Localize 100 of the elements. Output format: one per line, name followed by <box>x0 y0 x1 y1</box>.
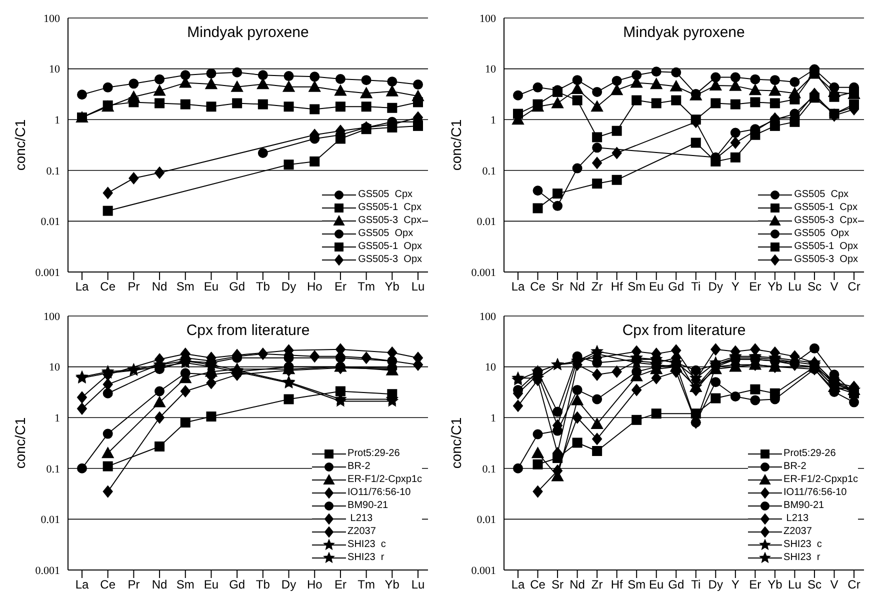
x-tick-label: Er <box>749 578 762 592</box>
x-tick-label: Ce <box>100 578 116 592</box>
x-tick-label: Pr <box>128 578 140 592</box>
x-tick-label: Gd <box>229 280 246 294</box>
y-axis-title: conc/C1 <box>448 417 464 469</box>
x-tick-label: Eu <box>204 280 219 294</box>
legend-label: SHI23 c <box>784 539 822 550</box>
y-axis-title: conc/C1 <box>12 417 28 469</box>
x-tick-label: Tm <box>358 578 375 592</box>
legend-label: GS505-1 Cpx <box>794 202 858 213</box>
x-tick-label: Tb <box>256 280 270 294</box>
legend-label: GS505-3 Cpx <box>358 215 422 226</box>
legend-label: IO11/76:56-10 <box>348 487 411 498</box>
x-tick-label: Er <box>334 280 346 294</box>
chart-title: Cpx from literature <box>185 322 311 339</box>
y-tick-label: 100 <box>44 310 60 323</box>
x-tick-label: Ho <box>306 280 323 294</box>
x-tick-label: Eu <box>649 280 664 294</box>
x-tick-label: La <box>75 578 89 592</box>
y-tick-label: 1 <box>490 412 496 425</box>
legend-label: GS505-1 Opx <box>794 241 858 252</box>
y-tick-label: 10 <box>49 64 60 76</box>
x-tick-label: Ti <box>691 578 701 592</box>
y-tick-label: 0.1 <box>482 463 496 476</box>
legend-label: GS505 Opx <box>794 228 850 239</box>
y-tick-label: 0.1 <box>46 165 60 178</box>
x-tick-label: Tm <box>358 280 375 294</box>
x-tick-label: La <box>75 280 89 294</box>
x-tick-label: Lu <box>411 280 425 294</box>
y-tick-label: 1 <box>54 412 60 425</box>
legend-label: SHI23 r <box>784 552 820 563</box>
legend-label: IO11/76:56-10 <box>784 487 847 498</box>
x-tick-label: Sm <box>176 280 194 294</box>
x-tick-label: Y <box>731 578 740 592</box>
x-tick-label: V <box>830 280 838 294</box>
x-tick-label: Lu <box>788 280 802 294</box>
x-tick-label: Zr <box>591 280 603 294</box>
x-tick-label: Eu <box>649 578 664 592</box>
x-tick-label: Sm <box>176 578 194 592</box>
x-tick-label: Nd <box>152 578 168 592</box>
x-tick-label: Cr <box>848 280 860 294</box>
legend-label: GS505 Cpx <box>794 189 849 200</box>
y-tick-label: 10 <box>485 362 496 374</box>
x-tick-label: Gd <box>668 280 684 294</box>
y-tick-label: 1 <box>54 114 60 127</box>
x-tick-label: Ce <box>530 280 546 294</box>
legend-label: GS505-3 Opx <box>794 254 858 265</box>
y-tick-label: 0.01 <box>40 216 60 228</box>
y-axis-title: conc/C1 <box>448 119 464 171</box>
x-tick-label: Yb <box>768 578 783 592</box>
legend-label: L213 <box>349 513 373 524</box>
y-tick-label: 0.1 <box>482 165 496 178</box>
x-tick-label: Hf <box>610 578 624 592</box>
x-tick-label: Er <box>334 578 346 592</box>
x-tick-label: Pr <box>128 280 140 294</box>
x-tick-label: La <box>511 578 525 592</box>
legend-label: Z2037 <box>784 526 812 537</box>
legend-label: SHI23 r <box>348 552 384 563</box>
y-tick-label: 100 <box>44 12 60 25</box>
x-tick-label: Nd <box>570 578 585 592</box>
legend-label: L213 <box>785 513 809 524</box>
legend-label: GS505 Cpx <box>358 189 413 200</box>
y-tick-label: 0.001 <box>471 564 496 577</box>
x-tick-label: Gd <box>668 578 684 592</box>
x-tick-label: Dy <box>281 280 296 294</box>
x-tick-label: Er <box>749 280 762 294</box>
x-tick-label: Nd <box>570 280 585 294</box>
x-tick-label: La <box>511 280 525 294</box>
x-tick-label: Zr <box>591 578 603 592</box>
legend-label: BR-2 <box>348 461 370 472</box>
x-tick-label: Sc <box>807 578 822 592</box>
legend-label: ER-F1/2-Cpxp1c <box>784 474 858 485</box>
y-tick-label: 0.01 <box>476 514 496 526</box>
legend-label: BR-2 <box>784 461 806 472</box>
x-tick-label: Hf <box>610 280 624 294</box>
y-tick-label: 0.001 <box>471 266 496 279</box>
y-tick-label: 10 <box>49 362 60 374</box>
y-tick-label: 10 <box>485 64 496 76</box>
y-tick-label: 100 <box>480 12 496 25</box>
y-tick-label: 0.1 <box>46 463 60 476</box>
x-tick-label: Dy <box>281 578 296 592</box>
x-tick-label: Lu <box>411 578 425 592</box>
x-tick-label: Tb <box>256 578 270 592</box>
legend-label: BM90-21 <box>348 500 388 511</box>
legend-label: GS505 Opx <box>358 228 414 239</box>
legend-label: ER-F1/2-Cpxp1c <box>348 474 422 485</box>
x-tick-label: Y <box>731 280 740 294</box>
x-tick-label: Ti <box>691 280 701 294</box>
x-tick-label: V <box>830 578 838 592</box>
x-tick-label: Eu <box>204 578 219 592</box>
x-tick-label: Dy <box>708 280 723 294</box>
y-tick-label: 100 <box>480 310 496 323</box>
legend-label: Prot5:29-26 <box>348 448 400 459</box>
y-axis-title: conc/C1 <box>12 119 28 171</box>
y-tick-label: 0.01 <box>40 514 60 526</box>
x-tick-label: Ce <box>530 578 546 592</box>
x-tick-label: Ce <box>100 280 116 294</box>
legend-label: Prot5:29-26 <box>784 448 836 459</box>
legend-label: Z2037 <box>348 526 376 537</box>
x-tick-label: Cr <box>848 578 860 592</box>
